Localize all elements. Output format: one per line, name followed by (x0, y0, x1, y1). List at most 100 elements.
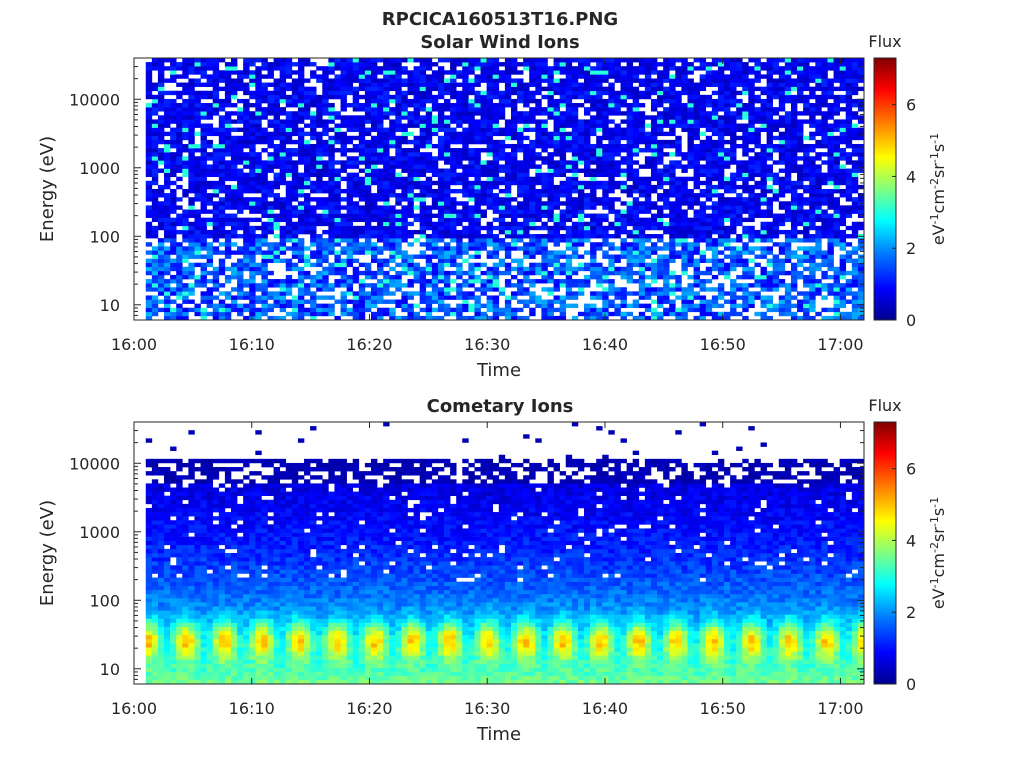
heatmap-cell (486, 160, 494, 165)
heatmap-cell (699, 238, 707, 243)
heatmap-cell (675, 78, 682, 83)
heatmap-cell (541, 201, 548, 206)
heatmap-cell (285, 156, 293, 161)
heatmap-cell (304, 201, 311, 206)
heatmap-cell (523, 205, 530, 210)
heatmap-cell (450, 86, 457, 92)
heatmap-cell (151, 152, 159, 157)
heatmap-cell (279, 107, 287, 112)
heatmap-cell (663, 62, 670, 67)
heatmap-cell (644, 283, 652, 288)
heatmap-cell (590, 262, 597, 268)
heatmap-cell (346, 103, 354, 108)
heatmap-cell (711, 148, 719, 153)
heatmap-cell (352, 201, 360, 206)
heatmap-cell (188, 197, 195, 202)
heatmap-cell (310, 127, 317, 132)
heatmap-cell (285, 152, 293, 157)
heatmap-cell (358, 246, 366, 251)
heatmap-cell (510, 86, 518, 92)
heatmap-cell (450, 221, 457, 227)
heatmap-cell (377, 270, 384, 276)
heatmap-cell (431, 62, 439, 67)
heatmap-cell (164, 107, 171, 112)
heatmap-cell (456, 315, 463, 321)
heatmap-cell (389, 111, 396, 116)
heatmap-cell (632, 115, 640, 120)
heatmap-cell (724, 254, 731, 259)
heatmap-cell (267, 160, 274, 165)
heatmap-cell (492, 148, 500, 153)
heatmap-cell (711, 299, 719, 304)
heatmap-cell (444, 82, 451, 87)
heatmap-cell (559, 209, 567, 214)
heatmap-cell (383, 78, 390, 83)
heatmap-cell (389, 229, 396, 235)
heatmap-cell (687, 70, 694, 75)
heatmap-cell (316, 250, 323, 255)
heatmap-cell (358, 242, 366, 247)
heatmap-cell (200, 234, 207, 239)
heatmap-cell (419, 86, 427, 92)
heatmap-cell (182, 90, 189, 96)
heatmap-cell (699, 283, 707, 288)
heatmap-cell (437, 205, 445, 210)
heatmap-cell (541, 176, 548, 182)
heatmap-cell (352, 266, 360, 272)
heatmap-cell (176, 311, 183, 317)
heatmap-cell (632, 98, 640, 104)
heatmap-cell (310, 315, 317, 321)
heatmap-cell (310, 180, 317, 186)
heatmap-cell (395, 209, 402, 214)
heatmap-cell (468, 242, 475, 247)
heatmap-cell (675, 250, 682, 255)
heatmap-cell (620, 238, 627, 243)
heatmap-cell (620, 131, 627, 137)
heatmap-cell (687, 225, 694, 231)
heatmap-cell (310, 197, 317, 202)
heatmap-cell (267, 164, 274, 169)
heatmap-cell (383, 184, 390, 190)
heatmap-cell (267, 209, 274, 214)
heatmap-cell (535, 279, 542, 284)
heatmap-cell (620, 217, 627, 223)
heatmap-cell (675, 148, 682, 153)
heatmap-cell (279, 197, 287, 202)
heatmap-cell (322, 119, 329, 124)
heatmap-cell (243, 127, 250, 132)
heatmap-cell (517, 172, 524, 178)
heatmap-cell (577, 184, 585, 190)
heatmap-cell (407, 119, 414, 124)
heatmap-cell (444, 119, 451, 124)
heatmap-cell (151, 283, 159, 288)
heatmap-cell (486, 205, 494, 210)
heatmap-cell (304, 254, 311, 259)
heatmap-cell (644, 94, 652, 100)
heatmap-cell (638, 70, 646, 75)
heatmap-cell (541, 123, 548, 128)
heatmap-cell (626, 209, 634, 214)
heatmap-cell (462, 193, 469, 198)
heatmap-cell (230, 270, 238, 276)
heatmap-cell (164, 168, 171, 173)
heatmap-cell (650, 58, 658, 63)
heatmap-cell (194, 197, 201, 202)
heatmap-cell (170, 139, 177, 145)
heatmap-cell (413, 160, 420, 165)
heatmap-cell (364, 201, 372, 206)
heatmap-cell (657, 315, 664, 321)
heatmap-cell (164, 78, 171, 83)
heatmap-cell (218, 258, 226, 263)
heatmap-cell (614, 303, 621, 309)
heatmap-cell (249, 184, 256, 190)
heatmap-cell (273, 283, 280, 288)
heatmap-cell (517, 62, 524, 67)
heatmap-cell (620, 156, 627, 161)
heatmap-cell (383, 148, 390, 153)
heatmap-cell (364, 205, 372, 210)
heatmap-cell (304, 164, 311, 169)
heatmap-cell (468, 66, 475, 71)
heatmap-cell (358, 168, 366, 173)
heatmap-cell (644, 246, 652, 251)
heatmap-cell (535, 201, 542, 206)
